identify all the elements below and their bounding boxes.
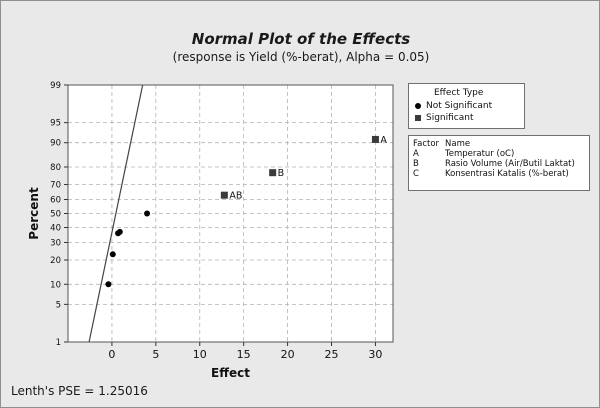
factor-name: Konsentrasi Katalis (%-berat) [445,169,569,179]
effect-point-label: B [278,168,285,179]
x-tick-label: 5 [152,348,159,361]
y-tick-label: 30 [50,238,61,248]
reference-line [88,85,144,342]
lenth-pse-footnote: Lenth's PSE = 1.25016 [11,384,148,398]
factor-name: Temperatur (oC) [445,149,515,159]
effect-type-legend-title: Effect Type [434,88,484,98]
legend-item-significant: Significant [413,113,474,123]
y-tick-label: 60 [50,196,61,206]
factor-table-header: Factor Name [413,139,579,149]
x-axis-title: Effect [211,366,250,380]
effect-point [371,135,379,143]
name-header: Name [445,139,471,149]
factor-code: A [413,149,419,159]
x-tick-label: 15 [237,348,251,361]
x-tick-label: 10 [193,348,207,361]
chart-subtitle: (response is Yield (%-berat), Alpha = 0.… [172,50,430,64]
effect-point [269,169,277,177]
circle-marker-icon [415,103,421,109]
x-tick-label: 0 [108,348,115,361]
effect-point [144,210,151,217]
y-tick-label: 70 [50,181,61,191]
effect-type-legend: Effect Type Not Significant Significant [408,83,525,129]
x-tick-label: 20 [281,348,295,361]
factor-header: Factor [413,139,440,149]
legend-label-significant: Significant [426,113,474,123]
y-tick-label: 99 [50,81,61,91]
factor-row: B Rasio Volume (Air/Butil Laktat) [413,159,579,169]
factor-table: Factor Name A Temperatur (oC) B Rasio Vo… [413,139,579,179]
effect-point [220,191,228,199]
y-axis-title: Percent [27,187,41,240]
factor-legend: Factor Name A Temperatur (oC) B Rasio Vo… [408,135,590,191]
x-tick-label: 30 [368,348,382,361]
factor-code: C [413,169,419,179]
y-tick-label: 80 [50,163,61,173]
y-tick-label: 90 [50,139,61,149]
legend-label-not-significant: Not Significant [426,101,493,111]
factor-row: A Temperatur (oC) [413,149,579,159]
y-tick-label: 1 [56,338,61,348]
effect-point-label: AB [229,191,242,202]
effect-point-label: A [380,135,387,146]
effect-point [105,281,112,288]
y-tick-label: 95 [50,119,61,129]
factor-code: B [413,159,419,169]
factor-name: Rasio Volume (Air/Butil Laktat) [445,159,575,169]
y-tick-label: 5 [56,300,61,310]
chart-title: Normal Plot of the Effects [191,30,411,48]
effect-point [109,251,116,258]
square-marker-icon [415,115,421,121]
y-tick-label: 40 [50,223,61,233]
y-tick-label: 50 [50,210,61,220]
factor-row: C Konsentrasi Katalis (%-berat) [413,169,579,179]
y-tick-label: 20 [50,256,61,266]
x-tick-label: 25 [325,348,339,361]
legend-item-not-significant: Not Significant [413,101,492,111]
y-tick-label: 10 [50,280,61,290]
effect-point [116,228,123,235]
